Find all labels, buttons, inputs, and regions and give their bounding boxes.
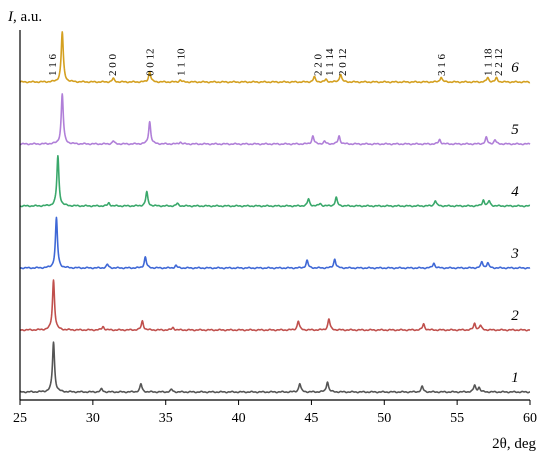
x-tick-label: 55 — [450, 411, 464, 426]
curve-label-2: 2 — [511, 308, 519, 324]
pattern-curve-4 — [19, 154, 531, 208]
pattern-curves — [19, 31, 531, 394]
y-axis-label: I, a.u. — [7, 9, 42, 25]
pattern-curve-5 — [19, 93, 531, 146]
curve-labels: 1 2 3 4 5 6 — [510, 60, 519, 386]
peak-index-label: 2 2 12 — [493, 49, 505, 77]
x-tick-label: 50 — [377, 411, 391, 426]
peak-index-label: 2 0 0 — [107, 54, 119, 77]
x-tick-label: 60 — [523, 411, 537, 426]
curve-label-6: 6 — [511, 60, 519, 76]
peak-index-label: 0 0 12 — [145, 49, 157, 77]
peak-index-label: 3 1 6 — [436, 54, 448, 77]
x-tick-label: 35 — [159, 411, 173, 426]
peak-index-label: 1 1 10 — [175, 48, 187, 76]
pattern-curve-2 — [19, 279, 531, 332]
peak-index-label: 1 1 14 — [324, 48, 336, 76]
pattern-curve-1 — [19, 341, 531, 394]
x-tick-label: 40 — [232, 411, 246, 426]
pattern-curve-6 — [19, 31, 531, 84]
y-axis-label-italic: I — [7, 9, 14, 25]
peak-index-label: 1 1 6 — [47, 54, 59, 77]
peak-index-label: 2 0 12 — [337, 49, 349, 77]
curve-label-3: 3 — [510, 246, 519, 262]
plot-frame — [19, 30, 530, 401]
x-tick-label: 45 — [304, 411, 318, 426]
x-ticks: 25 30 35 40 45 50 55 60 — [13, 400, 537, 426]
curve-label-5: 5 — [511, 122, 519, 138]
x-axis-label: 2θ, deg — [492, 436, 536, 452]
x-tick-label: 30 — [86, 411, 100, 426]
x-tick-label: 25 — [13, 411, 27, 426]
y-axis-label-rest: , a.u. — [13, 9, 42, 25]
pattern-curve-3 — [19, 216, 531, 270]
curve-label-1: 1 — [511, 370, 519, 386]
peak-index-label: 1 1 18 — [483, 48, 495, 76]
curve-label-4: 4 — [511, 184, 519, 200]
peak-index-label: 2 2 0 — [312, 54, 324, 77]
